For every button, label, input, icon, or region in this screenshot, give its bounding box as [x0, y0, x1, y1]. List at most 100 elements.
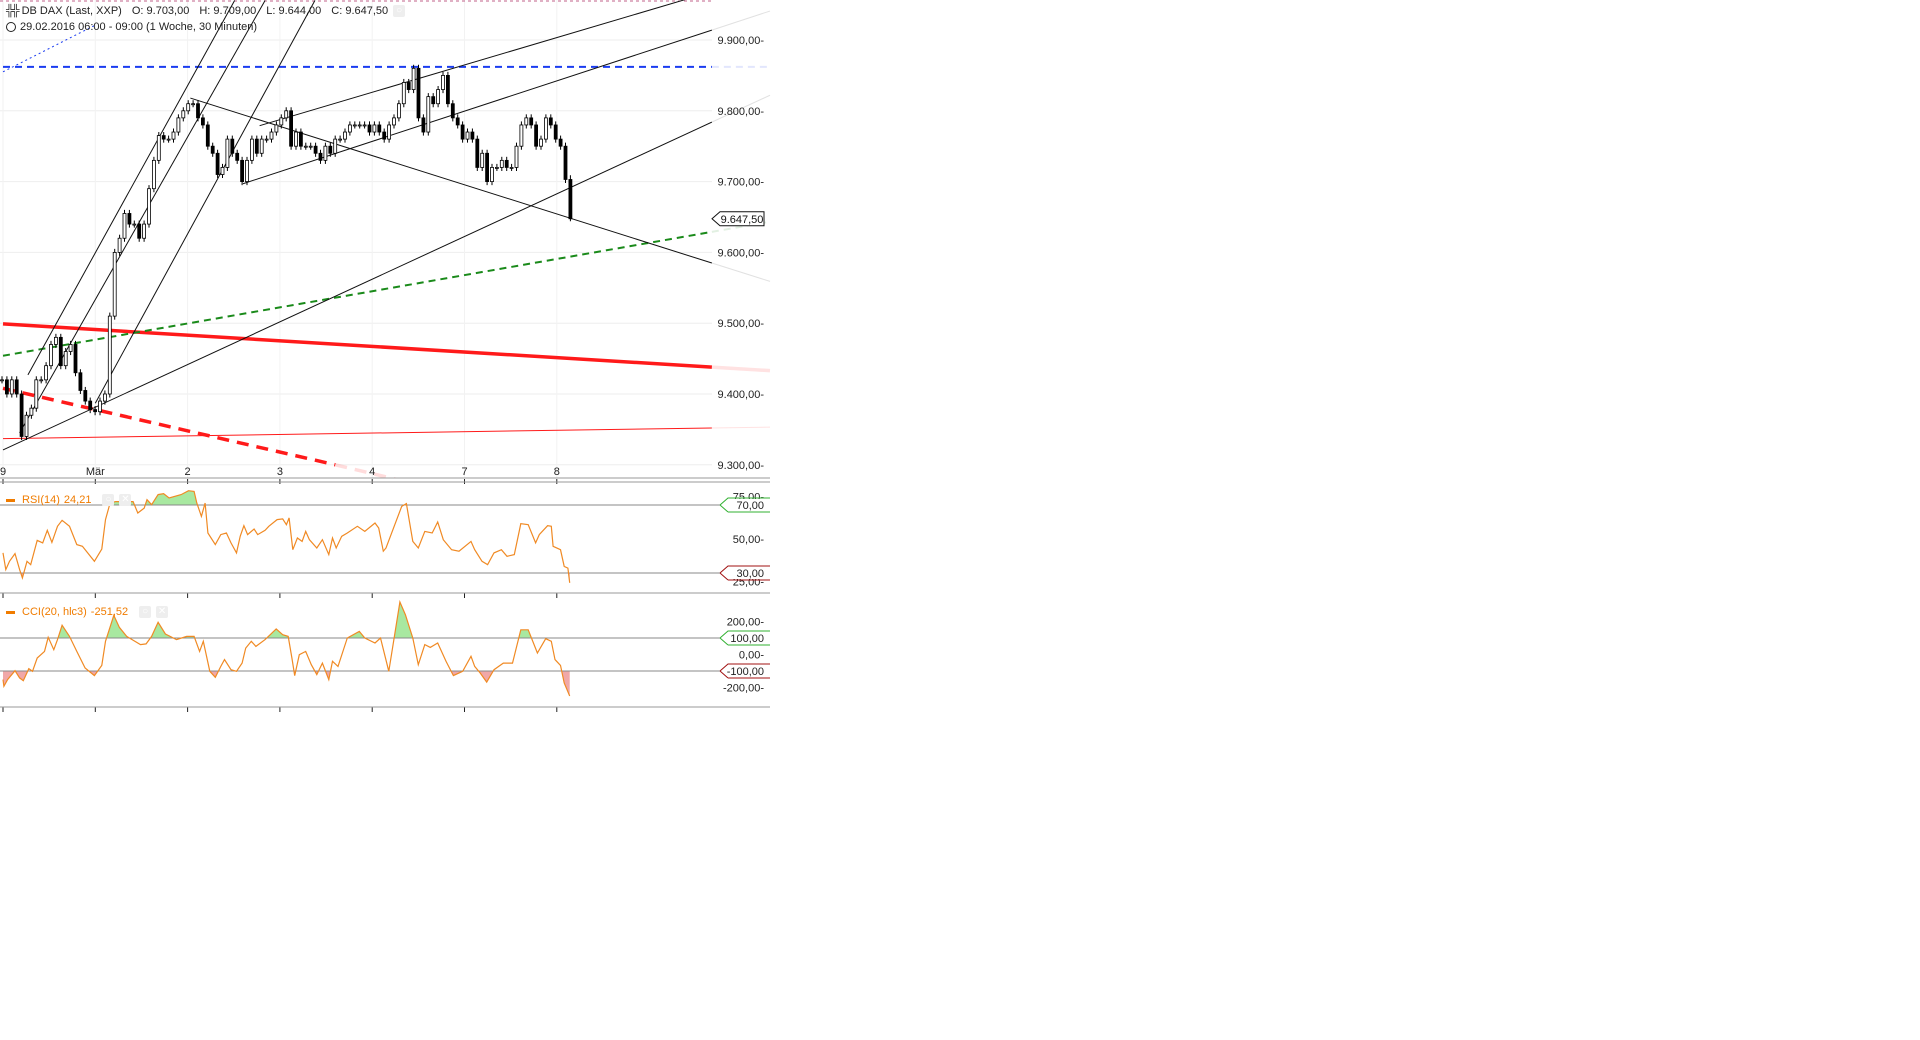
- candle-body: [509, 167, 514, 169]
- black-thin-trendline: [94, 0, 316, 404]
- candle-body: [181, 110, 186, 119]
- candle-body: [230, 138, 235, 154]
- candle-body: [529, 117, 534, 126]
- rsi-value: 24,21: [63, 494, 92, 506]
- candle-body: [445, 75, 450, 105]
- candle-body: [225, 138, 230, 168]
- candle-body: [519, 124, 524, 147]
- candle-body: [205, 124, 210, 147]
- cci-level-label: -100,00: [727, 666, 764, 678]
- candle-body: [367, 124, 372, 133]
- cci-level-tag: [719, 630, 770, 646]
- trendline-extension: [711, 10, 771, 31]
- candlestick-icon: ╬╬: [6, 5, 20, 17]
- candle-body: [313, 145, 318, 154]
- clock-icon: [6, 22, 16, 32]
- cci-level-label: 100,00: [730, 633, 764, 645]
- candle-body: [514, 145, 519, 168]
- candle-body: [480, 152, 485, 168]
- instrument-name: DB DAX (Last, XXP): [21, 5, 122, 17]
- candle-body: [421, 117, 426, 133]
- x-tick-label: 4: [369, 466, 375, 478]
- candle-body: [377, 124, 382, 133]
- candle-body: [73, 344, 78, 374]
- candle-body: [210, 145, 215, 154]
- candle-body: [58, 336, 63, 367]
- candle-body: [323, 145, 328, 161]
- candle-body: [171, 131, 176, 140]
- chart[interactable]: 9.900,00- 9.800,00- 9.700,00- 9.600,00- 9.50…: [0, 0, 780, 720]
- candle-body: [372, 124, 377, 133]
- rsi-level-tag: [719, 565, 770, 581]
- candle-body: [284, 110, 289, 119]
- cci-legend: CCI(20, hlc3) -251,52 ○ ✕: [6, 606, 169, 618]
- trendline-extension: [711, 426, 771, 429]
- candle-body: [19, 393, 24, 437]
- candle-body: [68, 344, 73, 352]
- candle-body: [103, 393, 107, 402]
- cci-settings-icon[interactable]: ○: [139, 606, 152, 618]
- candle-body: [416, 67, 421, 119]
- cci-level-tag-bg: [728, 632, 770, 644]
- candle-body: [347, 124, 352, 133]
- trendline-extension: [711, 262, 771, 282]
- settings-icon[interactable]: ○: [393, 5, 406, 17]
- rsi-level-tag: [719, 497, 770, 513]
- black-thin-trendline: [259, 0, 686, 127]
- candle-body: [161, 135, 166, 140]
- price-tick-label: 9.900,00-: [718, 35, 765, 47]
- candle-body: [220, 167, 225, 175]
- candle-body: [401, 82, 406, 105]
- candle-body: [318, 152, 323, 161]
- candle-body: [235, 152, 240, 161]
- candle-body: [24, 414, 29, 437]
- candle-body: [357, 124, 362, 127]
- candle-body: [186, 103, 191, 112]
- rsi-legend: RSI(14) 24,21 ○ ✕: [6, 494, 132, 506]
- candle-body: [544, 117, 548, 140]
- candle-body: [107, 315, 112, 395]
- candle-body: [34, 379, 39, 409]
- trendline-extension: [711, 365, 771, 373]
- blue-dotted-trendline: [2, 24, 96, 73]
- candle-body: [83, 390, 88, 402]
- candle-body: [0, 379, 4, 382]
- candle-body: [240, 159, 245, 183]
- candle-body: [352, 124, 357, 127]
- candle-body: [548, 117, 553, 126]
- candle-body: [259, 138, 264, 154]
- x-tick-label: 2: [185, 466, 191, 478]
- cci-close-icon[interactable]: ✕: [156, 606, 169, 618]
- black-thin-trendline: [27, 0, 236, 376]
- cci-level-tag-bg: [728, 665, 770, 677]
- cci-line: [2, 599, 571, 697]
- candle-body: [406, 82, 411, 90]
- candle-body: [338, 138, 343, 141]
- candle-body: [396, 103, 401, 119]
- candle-body: [563, 145, 568, 180]
- rsi-close-icon[interactable]: ✕: [119, 494, 132, 506]
- candle-body: [166, 138, 171, 141]
- candle-body: [411, 67, 416, 90]
- red-faded-dashed-trendline: [334, 463, 399, 478]
- candle-body: [470, 131, 475, 140]
- rsi-settings-icon[interactable]: ○: [102, 494, 115, 506]
- rsi-tick-label: 50,00-: [733, 534, 765, 546]
- candle-body: [328, 145, 333, 154]
- red-thick-trendline: [2, 322, 712, 369]
- candle-body: [137, 223, 142, 239]
- candle-body: [431, 96, 436, 105]
- candle-body: [568, 179, 573, 220]
- close-value: C: 9.647,50: [331, 5, 389, 17]
- candle-body: [539, 138, 543, 147]
- candle-body: [308, 145, 313, 148]
- candle-body: [78, 372, 83, 391]
- x-tick-label: 9: [0, 466, 6, 478]
- candle-body: [112, 251, 117, 317]
- candle-body: [558, 138, 563, 147]
- candle-body: [44, 365, 48, 381]
- black-thin-trendline: [19, 0, 266, 434]
- candle-body: [426, 96, 431, 133]
- price-tick-label: 9.500,00-: [718, 318, 765, 330]
- candle-body: [147, 188, 151, 225]
